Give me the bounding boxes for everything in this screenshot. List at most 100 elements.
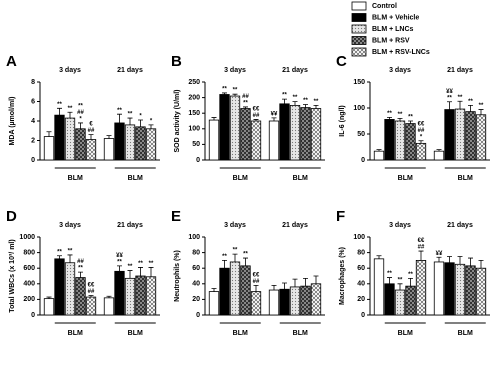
legend-swatch: [351, 36, 367, 45]
significance-label: *: [139, 114, 142, 120]
error-bar: [292, 278, 298, 287]
y-tick-label: 6: [31, 98, 35, 105]
error-bar: [447, 101, 452, 110]
y-tick-label: 20: [357, 296, 365, 303]
significance-label: ¥¥: [271, 111, 278, 117]
bar: [300, 107, 311, 161]
significance-label: *: [150, 118, 153, 124]
y-tick-label: 200: [188, 94, 200, 101]
error-bar: [313, 275, 319, 284]
error-bar: [232, 93, 238, 97]
bar: [373, 150, 385, 161]
category-label: 21 days: [117, 222, 143, 229]
y-tick-label: 8: [31, 79, 35, 86]
bar: [433, 150, 445, 161]
bar: [405, 285, 416, 316]
bar: [279, 288, 290, 316]
y-tick-label: 0: [31, 312, 35, 319]
error-bar: [282, 98, 287, 104]
bar: [54, 114, 65, 161]
category-label: 21 days: [447, 67, 473, 74]
bar: [43, 136, 55, 161]
bar: [208, 291, 220, 316]
error-bar: [447, 256, 452, 263]
bracket-label: BLM: [293, 330, 308, 337]
error-bar: [57, 107, 62, 116]
legend-swatch: [351, 47, 367, 57]
error-bar: [138, 267, 143, 276]
error-bar: [418, 250, 424, 261]
significance-label: **: [117, 259, 122, 265]
panel-letter: C: [336, 53, 347, 70]
error-bar: [253, 119, 259, 121]
y-tick-label: 0: [196, 157, 200, 164]
error-bar: [148, 124, 154, 129]
significance-label: ¥¥: [436, 251, 443, 257]
significance-label: €€: [253, 272, 260, 278]
panel: D Total WBCs (x 10³/ ml) 0 200 400 600 800 1000…: [6, 208, 160, 337]
y-axis-label: IL-6 (ng/l): [339, 105, 346, 137]
significance-label: **: [479, 103, 484, 109]
bar: [454, 108, 466, 161]
error-bar: [376, 255, 382, 259]
bar: [300, 285, 311, 316]
bar: [85, 296, 97, 316]
error-bar: [211, 288, 217, 292]
error-bar: [78, 122, 83, 129]
category-label: 21 days: [117, 67, 143, 74]
bar: [394, 289, 406, 316]
bar: [433, 261, 445, 316]
error-bar: [313, 105, 319, 109]
significance-label: €€: [418, 238, 425, 244]
significance-label: ##: [88, 289, 95, 295]
error-bar: [408, 277, 413, 287]
error-bar: [46, 296, 52, 299]
y-tick-label: 40: [357, 281, 365, 288]
error-bar: [376, 149, 382, 152]
error-bar: [478, 260, 484, 269]
significance-label: **: [243, 252, 248, 258]
bar: [124, 124, 136, 161]
bracket-label: BLM: [128, 330, 143, 337]
significance-label: **: [233, 248, 238, 254]
y-tick-label: 250: [188, 79, 200, 86]
error-bar: [243, 257, 248, 266]
bar: [268, 120, 280, 161]
bar: [475, 114, 487, 161]
bar: [64, 117, 76, 161]
panel-letter: F: [336, 208, 345, 225]
bar: [310, 283, 322, 316]
category-label: 21 days: [282, 67, 308, 74]
significance-label: **: [387, 111, 392, 117]
significance-label: **: [57, 102, 62, 108]
bracket-label: BLM: [68, 330, 83, 337]
category-label: 3 days: [59, 222, 81, 229]
y-tick-label: 50: [192, 141, 200, 148]
error-bar: [243, 106, 248, 109]
significance-label: **: [57, 249, 62, 255]
bar: [208, 119, 220, 161]
y-tick-label: 1000: [19, 234, 35, 241]
significance-label: **: [128, 264, 133, 270]
significance-label: **: [117, 108, 122, 114]
bracket-label: BLM: [233, 330, 248, 337]
bar: [465, 111, 476, 161]
bracket-label: BLM: [293, 175, 308, 182]
category-label: 21 days: [447, 222, 473, 229]
legend-swatch: [351, 24, 367, 34]
bar: [43, 298, 55, 316]
error-bar: [387, 277, 392, 284]
error-bar: [127, 117, 133, 125]
error-bar: [78, 271, 83, 278]
y-tick-label: 100: [353, 234, 365, 241]
legend-label: BLM + LNCs: [372, 26, 414, 33]
error-bar: [67, 254, 73, 263]
bar: [64, 262, 76, 316]
bar: [444, 262, 455, 316]
bracket-label: BLM: [68, 175, 83, 182]
error-bar: [468, 105, 473, 112]
error-bar: [117, 265, 122, 272]
significance-label: **: [408, 115, 413, 121]
error-bar: [387, 116, 392, 120]
significance-label: ##: [77, 110, 84, 116]
